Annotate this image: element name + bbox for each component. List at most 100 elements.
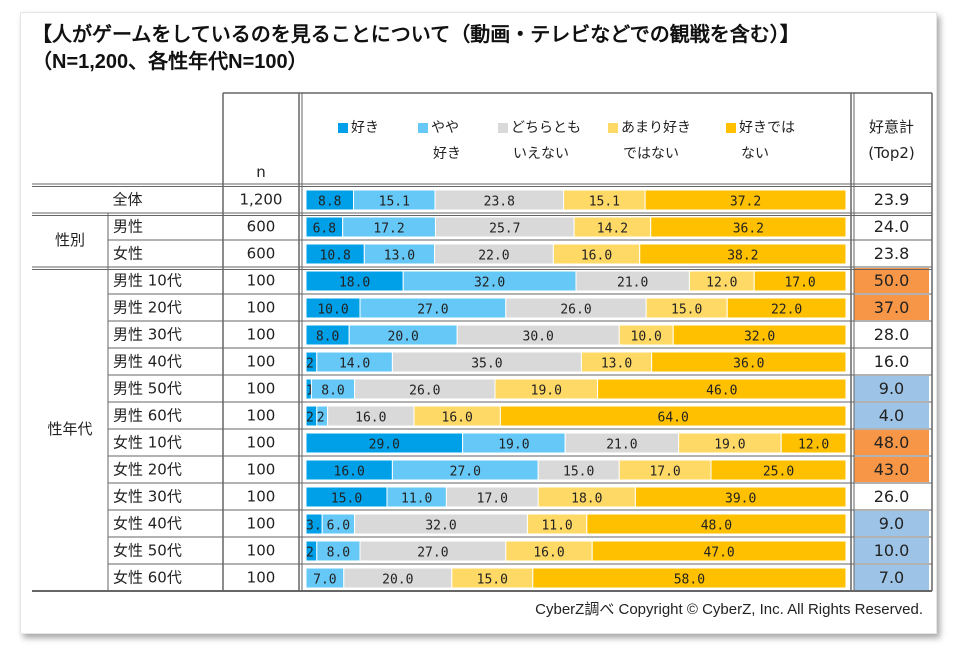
legend-label: 好き [351,120,379,136]
data-label: 16.0 [334,465,365,480]
bar-segment-5 [586,513,847,535]
n-column-header: n [256,163,266,181]
chart-title: 【人がゲームをしているのを見ることについて（動画・テレビなどでの観戦を含む）】 … [32,22,800,76]
bar-segment-5 [650,216,847,238]
top2-header: 好意計 [869,118,914,136]
data-label: 47.0 [703,546,734,561]
group-label: 性年代 [47,420,92,438]
legend-label: やや [431,120,459,136]
row-top2-value: 24.0 [874,217,910,236]
data-label: 23.8 [484,195,515,210]
data-label: 8.0 [321,384,344,399]
row-n-value: 100 [247,569,276,587]
data-label: 25.7 [489,222,520,237]
data-label: 37.2 [730,195,761,210]
data-label: 16.0 [442,411,473,426]
top2-highlight-cell [854,403,929,428]
row-top2-value: 26.0 [874,487,910,506]
row-n-value: 1,200 [240,191,283,209]
top2-highlight-cell [854,565,929,590]
data-label: 7.0 [313,573,336,588]
data-label: 12.0 [798,438,829,453]
data-label: 15.1 [379,195,410,210]
legend-label-line2: いえない [513,146,569,162]
row-n-value: 100 [247,434,276,452]
legend-label: 好きでは [739,120,795,136]
row-n-value: 600 [247,245,276,263]
data-label: 10.8 [320,249,351,264]
data-label: 29.0 [369,438,400,453]
row-n-value: 100 [247,542,276,560]
row-n-value: 100 [247,299,276,317]
row-label: 男性 30代 [113,326,182,344]
bar-segment-5 [753,270,847,292]
row-label: 女性 60代 [113,569,182,587]
row-label: 女性 [113,245,143,263]
row-label: 男性 10代 [113,272,182,290]
data-label: 10.0 [631,330,662,345]
data-label: 17.0 [649,465,680,480]
bar-segment-5 [639,243,847,265]
data-label: 15.0 [477,573,508,588]
row-top2-value: 23.9 [874,190,910,209]
data-label: 21.0 [606,438,637,453]
top2-highlight-cell [854,295,929,320]
row-n-value: 100 [247,380,276,398]
data-label: 20.0 [382,573,413,588]
data-label: 8.0 [316,330,339,345]
data-label: 6.8 [313,222,336,237]
row-top2-value: 16.0 [874,352,910,371]
data-label: 22.0 [771,303,802,318]
data-label: 58.0 [674,573,705,588]
legend-label-line2: 好き [433,146,461,162]
bar-segment-5 [634,486,847,508]
data-label: 13.0 [601,357,632,372]
data-label: 8.0 [327,546,350,561]
data-label: 35.0 [471,357,502,372]
row-top2-value: 4.0 [879,406,904,425]
row-label: 全体 [112,191,142,209]
top2-highlight-cell [854,268,929,293]
legend-item-4: あまり好き ではない [608,115,691,167]
data-label: 30.0 [523,330,554,345]
data-label: 19.0 [531,384,562,399]
row-label: 女性 50代 [113,542,182,560]
data-label: 15.1 [589,195,620,210]
row-top2-value: 37.0 [874,298,910,317]
data-label: 27.0 [417,303,448,318]
data-label: 14.0 [339,357,370,372]
data-label: 15.0 [563,465,594,480]
row-top2-value: 43.0 [874,460,910,479]
data-label: 19.0 [498,438,529,453]
row-top2-value: 9.0 [879,379,904,398]
data-label: 8.8 [318,195,341,210]
data-label: 18.0 [339,276,370,291]
bar-segment-5 [532,567,847,589]
legend-swatch [418,123,428,133]
title-line-2: （N=1,200、各性年代N=100） [32,51,308,73]
legend-label: どちらとも [511,120,581,136]
row-top2-value: 10.0 [874,541,910,560]
data-label: 10.0 [317,303,348,318]
top2-highlight-cell [854,511,929,536]
legend-item-1: 好き [338,115,379,141]
data-label: 11.0 [541,519,572,534]
row-n-value: 100 [247,515,276,533]
row-label: 男性 [113,218,143,236]
bar-segment-5 [672,324,847,346]
top2-highlight-cell [854,430,929,455]
row-label: 女性 10代 [113,434,182,452]
top2-highlight-cell [854,538,929,563]
row-n-value: 100 [247,353,276,371]
copyright-footer: CyberZ調べ Copyright © CyberZ, Inc. All Ri… [535,601,923,618]
bar-segment-5 [591,540,847,562]
data-label: 17.2 [373,222,404,237]
bar-segment-5 [651,351,847,373]
bar-segment-5 [726,297,847,319]
row-top2-value: 7.0 [879,568,904,587]
row-label: 女性 30代 [113,488,182,506]
data-label: 6.0 [327,519,350,534]
data-label: 22.0 [478,249,509,264]
data-label: 14.2 [597,222,628,237]
